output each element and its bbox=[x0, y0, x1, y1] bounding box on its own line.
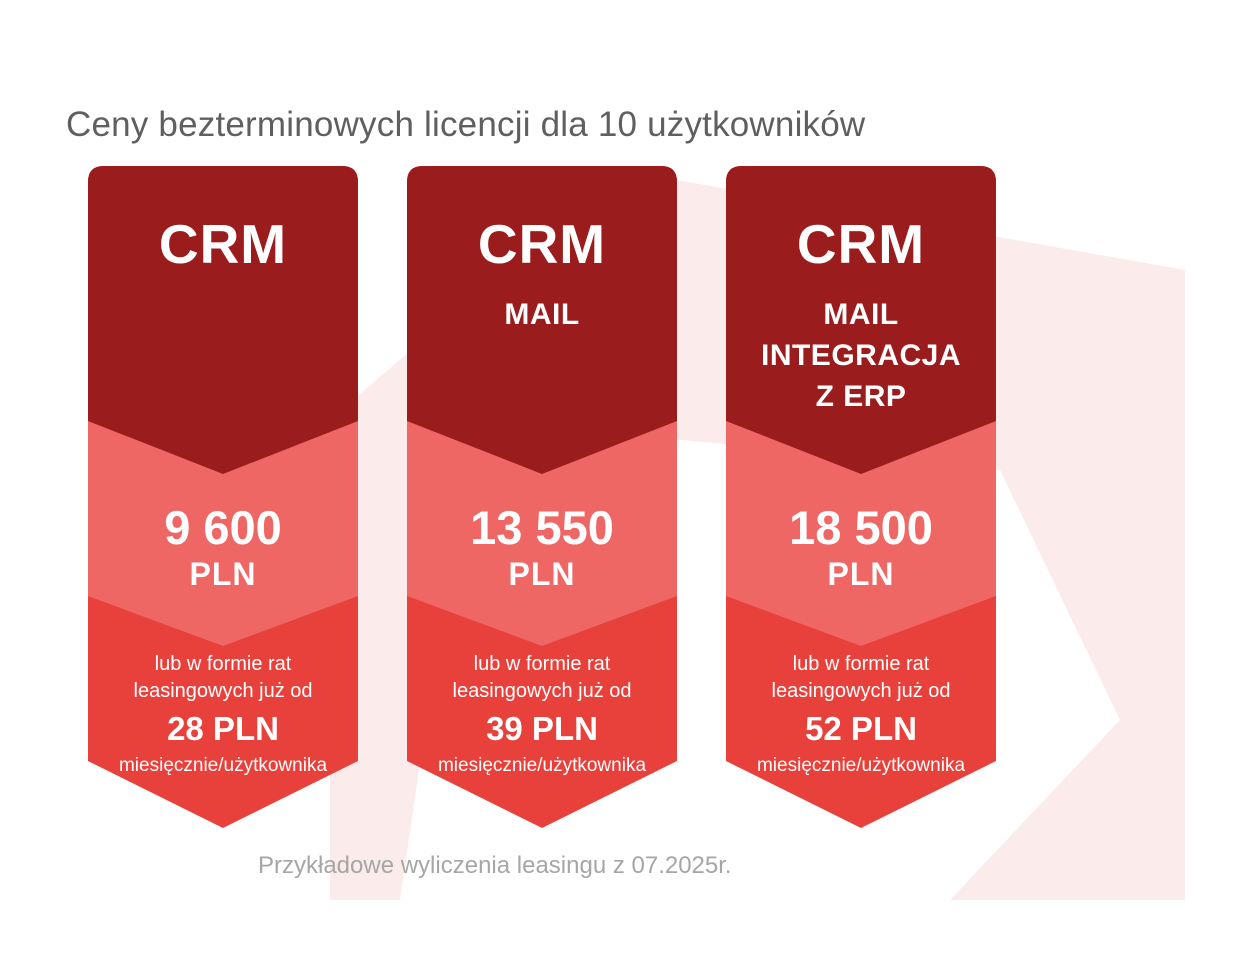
card-shape bbox=[88, 166, 358, 828]
lease-text-line: leasingowych już od bbox=[771, 680, 951, 702]
feature-list: MAIL INTEGRACJA Z ERP bbox=[726, 294, 996, 417]
page-title: Ceny bezterminowych licencji dla 10 użyt… bbox=[66, 105, 866, 145]
lease-text-line: leasingowych już od bbox=[133, 680, 313, 702]
footnote: Przykładowe wyliczenia leasingu z 07.202… bbox=[258, 852, 732, 879]
lease-description: lub w formie rat leasingowych już od bbox=[88, 651, 358, 705]
price-currency: PLN bbox=[508, 556, 576, 592]
product-title: CRM bbox=[158, 213, 288, 275]
lease-text-line: lub w formie rat bbox=[154, 653, 292, 675]
feature-item: MAIL bbox=[504, 298, 580, 331]
lease-amount: 28 PLN bbox=[167, 710, 279, 747]
pricing-card-crm-mail-erp: CRM MAIL INTEGRACJA Z ERP 18 500 PLN lub… bbox=[726, 166, 996, 828]
price-currency: PLN bbox=[189, 556, 257, 592]
price-currency: PLN bbox=[827, 556, 895, 592]
pricing-card-crm: CRM 9 600 PLN lub w formie rat leasingow… bbox=[88, 166, 358, 828]
product-title: CRM bbox=[796, 213, 926, 275]
card-shape bbox=[407, 166, 677, 828]
feature-item: INTEGRACJA bbox=[760, 339, 961, 372]
lease-unit: miesięcznie/użytkownika bbox=[756, 755, 966, 776]
feature-item: Z ERP bbox=[815, 380, 907, 413]
product-title: CRM bbox=[477, 213, 607, 275]
pricing-card-crm-mail: CRM MAIL 13 550 PLN lub w formie rat lea… bbox=[407, 166, 677, 828]
price-amount: 13 550 bbox=[470, 501, 614, 554]
price-amount: 9 600 bbox=[164, 501, 282, 554]
lease-amount: 52 PLN bbox=[805, 710, 917, 747]
price-amount: 18 500 bbox=[789, 501, 933, 554]
lease-text-line: lub w formie rat bbox=[473, 653, 611, 675]
lease-unit: miesięcznie/użytkownika bbox=[118, 755, 328, 776]
feature-item: MAIL bbox=[823, 298, 899, 331]
lease-text-line: lub w formie rat bbox=[792, 653, 930, 675]
card-shape bbox=[726, 166, 996, 828]
lease-description: lub w formie rat leasingowych już od bbox=[726, 651, 996, 705]
lease-amount: 39 PLN bbox=[486, 710, 598, 747]
lease-text-line: leasingowych już od bbox=[452, 680, 632, 702]
lease-unit: miesięcznie/użytkownika bbox=[437, 755, 647, 776]
feature-list: MAIL bbox=[407, 294, 677, 335]
lease-description: lub w formie rat leasingowych już od bbox=[407, 651, 677, 705]
